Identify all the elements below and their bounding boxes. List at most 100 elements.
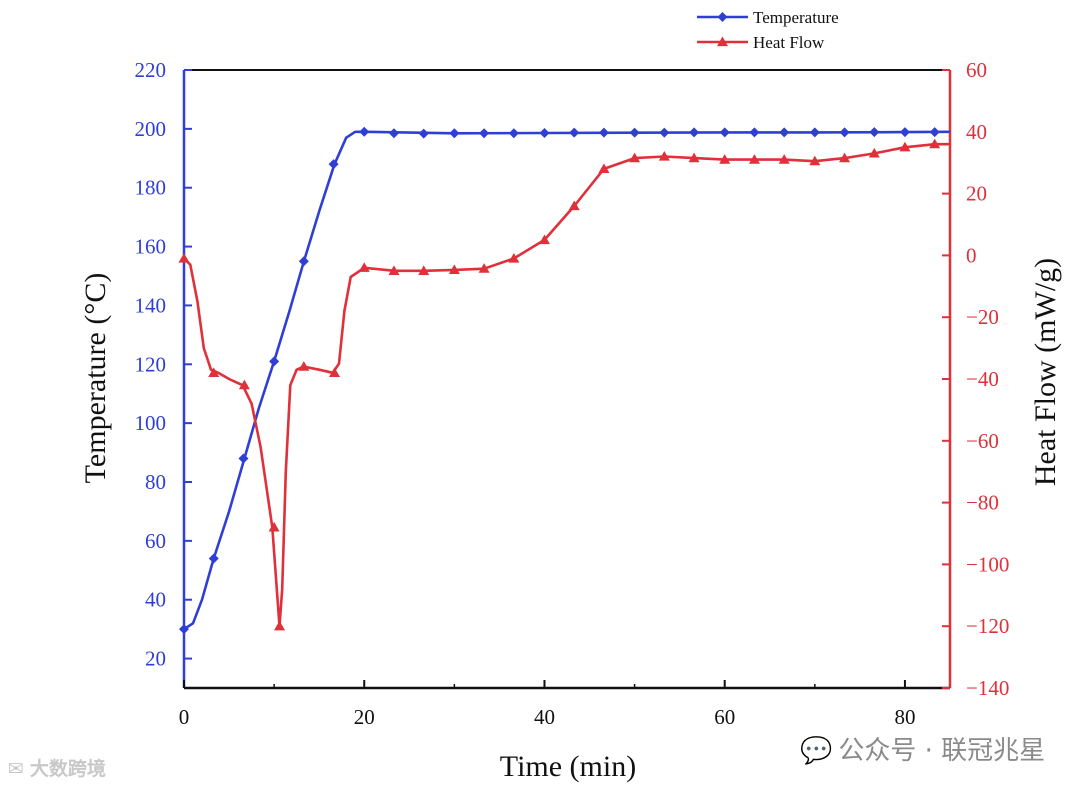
heat-flow-marker-5 <box>298 361 310 371</box>
y-right-tick-label-6: −20 <box>966 305 999 329</box>
heat-flow-marker-19 <box>719 154 731 164</box>
heat-flow-marker-1 <box>208 367 220 377</box>
y-axis-title-right: Heat Flow (mW/g) <box>1029 258 1062 486</box>
watermark-left-text: 大数跨境 <box>29 758 106 780</box>
temperature-marker-1 <box>208 553 219 564</box>
heat-flow-marker-9 <box>418 265 430 275</box>
temperature-marker-4 <box>298 256 309 267</box>
temperature-marker-16 <box>659 127 670 138</box>
temperature-marker-7 <box>388 128 399 139</box>
legend-heat-flow-label: Heat Flow <box>753 33 825 52</box>
y-right-tick-label-9: 40 <box>966 120 987 144</box>
x-tick-label-1: 20 <box>354 705 375 729</box>
y-left-tick-label-6: 140 <box>135 293 167 317</box>
heat-flow-marker-26 <box>929 138 941 149</box>
y-left-tick-label-2: 60 <box>145 529 166 553</box>
y-left-tick-label-0: 20 <box>145 647 166 671</box>
temperature-marker-14 <box>598 127 609 138</box>
y-right-tick-label-3: −80 <box>966 491 999 515</box>
temperature-marker-20 <box>779 127 790 138</box>
legend-temperature-marker <box>717 12 728 22</box>
heat-flow-marker-8 <box>388 265 400 275</box>
y-left-tick-label-10: 220 <box>135 58 167 82</box>
y-right-tick-label-8: 20 <box>966 182 987 206</box>
temperature-marker-25 <box>929 127 940 138</box>
y-right-tick-label-2: −100 <box>966 552 1009 576</box>
temperature-marker-0 <box>179 624 189 635</box>
y-left-tick-label-3: 80 <box>145 470 166 494</box>
y-left-tick-label-7: 160 <box>135 235 167 259</box>
legend-temperature-label: Temperature <box>753 8 839 27</box>
y-right-tick-label-1: −120 <box>966 614 1009 638</box>
heat-flow-marker-4 <box>274 620 286 631</box>
heat-flow-marker-18 <box>688 152 700 163</box>
temperature-marker-5 <box>328 159 339 170</box>
heat-flow-marker-6 <box>328 367 340 377</box>
wechat-icon: 💬 <box>800 736 833 766</box>
heat-flow-marker-12 <box>508 252 520 263</box>
y-left-tick-label-5: 120 <box>135 352 167 376</box>
heat-flow-marker-17 <box>658 151 670 161</box>
heat-flow-line <box>183 142 950 628</box>
heat-flow-marker-10 <box>448 264 460 275</box>
x-tick-label-3: 60 <box>714 705 735 729</box>
heat-flow-marker-20 <box>748 154 760 164</box>
temperature-marker-17 <box>689 127 700 138</box>
x-tick-label-0: 0 <box>179 705 190 729</box>
y-right-tick-label-5: −40 <box>966 367 999 391</box>
heat-flow-marker-24 <box>868 147 880 158</box>
temperature-line <box>183 130 951 631</box>
temperature-marker-2 <box>238 453 249 464</box>
temperature-marker-22 <box>839 127 850 138</box>
x-tick-label-2: 40 <box>534 705 555 729</box>
heat-flow-marker-14 <box>568 200 580 211</box>
temperature-marker-24 <box>899 127 910 138</box>
chart-axes <box>182 69 952 690</box>
heat-flow-marker-11 <box>478 263 490 273</box>
chat-bubble-icon: ✉ <box>8 758 24 780</box>
temperature-marker-11 <box>508 128 519 139</box>
heat-flow-marker-25 <box>899 141 911 152</box>
heat-flow-marker-22 <box>809 155 821 166</box>
watermark-left: ✉ 大数跨境 <box>8 754 106 781</box>
heat-flow-marker-23 <box>839 152 851 163</box>
temperature-marker-18 <box>719 127 730 138</box>
heat-flow-marker-7 <box>358 262 370 272</box>
y-axis-title-left: Temperature (°C) <box>79 273 112 484</box>
temperature-marker-19 <box>749 127 760 138</box>
temperature-marker-23 <box>869 127 880 138</box>
temperature-marker-6 <box>359 126 370 137</box>
heat-flow-marker-13 <box>538 234 550 245</box>
temperature-marker-9 <box>449 128 460 139</box>
y-left-tick-label-9: 200 <box>135 117 167 141</box>
heat-flow-marker-16 <box>629 152 641 163</box>
x-axis-title: Time (min) <box>500 750 636 783</box>
y-right-tick-label-4: −60 <box>966 429 999 453</box>
temperature-marker-15 <box>629 127 640 138</box>
watermark-right-text: 公众号 · 联冠兆星 <box>838 736 1046 766</box>
chart-ticks: 0 20 40 60 8020406080100120140160180200220−1… <box>135 58 1010 729</box>
y-right-tick-label-7: 0 <box>966 243 977 267</box>
y-left-tick-label-8: 180 <box>135 176 167 200</box>
heat-flow-marker-15 <box>598 163 610 174</box>
chart-series <box>178 126 951 635</box>
temperature-marker-13 <box>569 127 580 138</box>
watermark-right: 💬 公众号 · 联冠兆星 <box>800 730 1045 767</box>
x-tick-label-4: 80 <box>894 705 915 729</box>
temperature-marker-3 <box>269 356 280 367</box>
y-left-tick-label-4: 100 <box>135 411 167 435</box>
y-right-tick-label-10: 60 <box>966 58 987 82</box>
temperature-marker-21 <box>809 127 820 138</box>
legend-heat-flow-marker <box>717 36 728 47</box>
temperature-marker-8 <box>418 128 429 139</box>
heat-flow-marker-21 <box>778 154 790 164</box>
temperature-marker-10 <box>479 128 490 139</box>
heat-flow-marker-3 <box>268 521 280 532</box>
y-right-tick-label-0: −140 <box>966 676 1009 700</box>
heat-flow-marker-0 <box>178 252 190 263</box>
temperature-marker-12 <box>539 127 550 138</box>
heat-flow-marker-2 <box>238 379 250 390</box>
chart-legend: Temperature Heat Flow <box>697 8 839 52</box>
y-left-tick-label-1: 40 <box>145 588 166 612</box>
